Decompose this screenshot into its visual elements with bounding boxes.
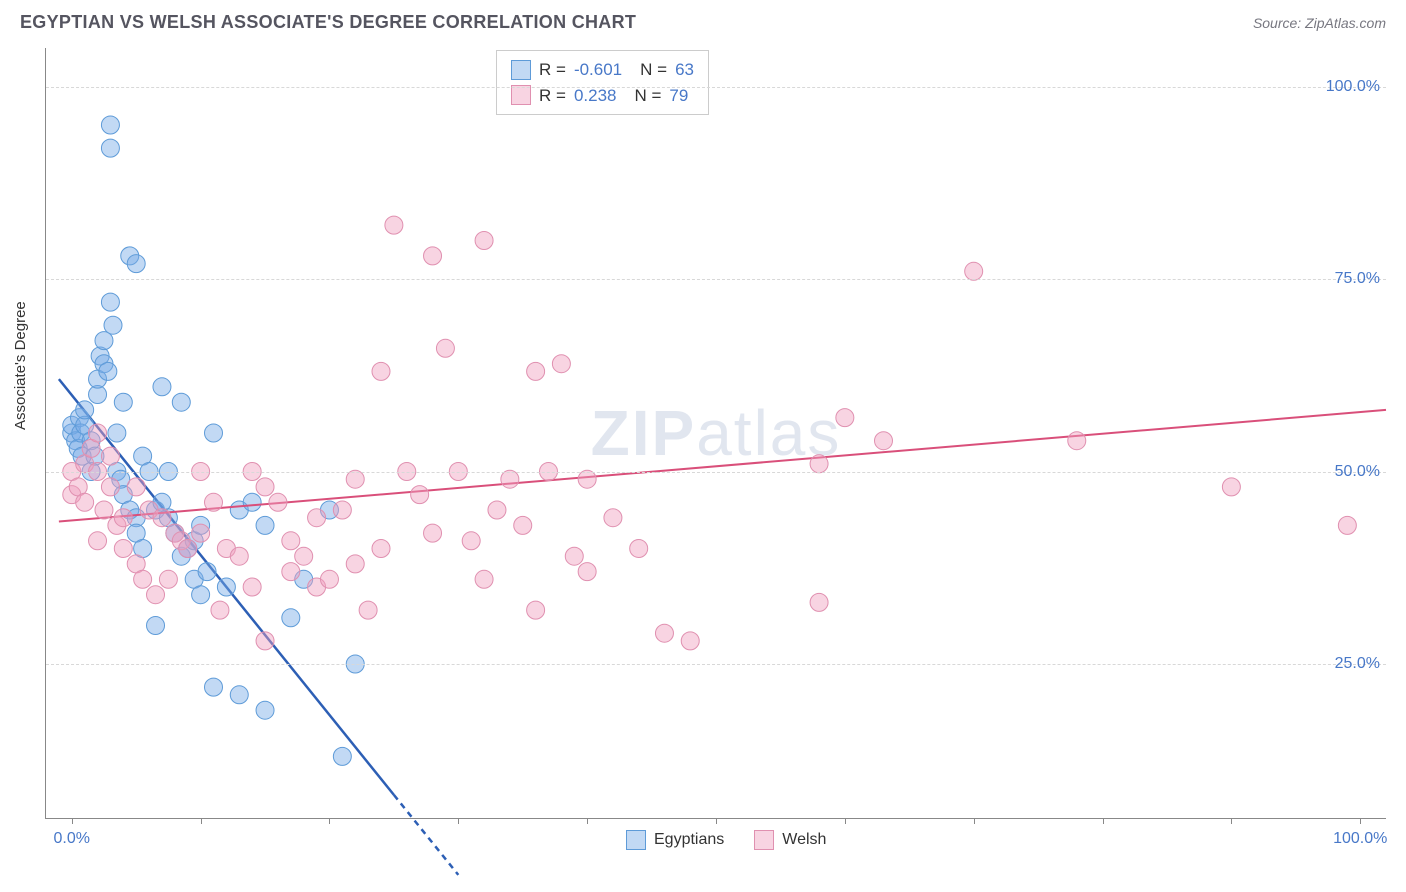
legend-swatch-icon [511,85,531,105]
legend-stats: R =-0.601N =63R = 0.238N =79 [496,50,709,115]
chart-title: EGYPTIAN VS WELSH ASSOCIATE'S DEGREE COR… [20,12,636,33]
n-label: N = [640,57,667,83]
legend-series-label: Egyptians [654,831,724,849]
legend-series: Egyptians Welsh [626,830,826,850]
x-tick [72,818,73,824]
r-value: -0.601 [574,57,622,83]
x-tick [201,818,202,824]
chart-plot-area: ZIPatlas R =-0.601N =63R = 0.238N =79 Eg… [45,48,1386,819]
y-tick-label: 25.0% [1335,655,1380,673]
n-value: 63 [675,57,694,83]
x-tick [974,818,975,824]
x-tick [1103,818,1104,824]
legend-series-label: Welsh [782,831,826,849]
x-tick [329,818,330,824]
gridline [46,279,1386,280]
x-tick [1360,818,1361,824]
legend-stat-row: R = -0.601 N = 63 [511,57,694,83]
y-tick-label: 100.0% [1326,78,1380,96]
legend-swatch-icon [754,830,774,850]
y-tick-label: 75.0% [1335,270,1380,288]
legend-swatch-icon [626,830,646,850]
x-tick [458,818,459,824]
y-tick-label: 50.0% [1335,463,1380,481]
x-tick [845,818,846,824]
gridline [46,472,1386,473]
x-tick [587,818,588,824]
gridline [46,87,1386,88]
x-tick-label: 0.0% [54,830,90,848]
source-attribution: Source: ZipAtlas.com [1253,15,1386,31]
y-axis-label: Associate's Degree [12,301,29,430]
legend-swatch-icon [511,60,531,80]
legend-series-item: Welsh [754,830,826,850]
scatter-plot-svg [46,48,1386,818]
r-label: R = [539,57,566,83]
legend-series-item: Egyptians [626,830,724,850]
header: EGYPTIAN VS WELSH ASSOCIATE'S DEGREE COR… [0,0,1406,41]
x-tick [716,818,717,824]
x-tick-label: 100.0% [1333,830,1387,848]
gridline [46,664,1386,665]
x-tick [1231,818,1232,824]
